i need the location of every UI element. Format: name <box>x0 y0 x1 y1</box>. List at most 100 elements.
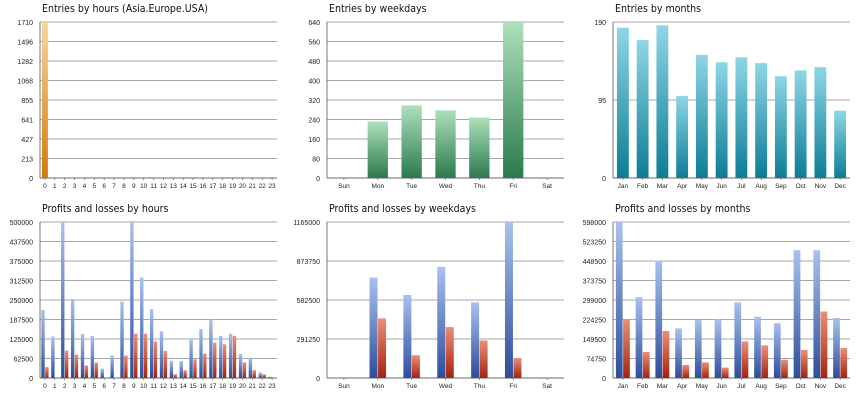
bar-red <box>513 357 522 378</box>
x-tick-label: Jul <box>737 183 746 190</box>
y-tick-label: 598000 <box>583 220 606 227</box>
chart-entries-by-weekdays: Entries by weekdays 0 80 160 240 320 400 480 56… <box>287 0 574 200</box>
x-tick-label: 12 <box>160 383 168 390</box>
x-tick-label: 19 <box>229 183 237 190</box>
x-tick-label: Mon <box>371 383 384 390</box>
bar-teal <box>695 54 708 179</box>
x-tick-label: 22 <box>259 183 267 190</box>
chart-plot: 0 291250 582500 873750 1165000 Sun Mon Tue Wed Th… <box>293 220 564 390</box>
bar-blue <box>140 277 144 378</box>
bar-red <box>662 331 670 378</box>
y-tick-label: 641 <box>21 118 33 125</box>
bar-red <box>479 340 488 378</box>
y-tick-label: 160 <box>308 137 320 144</box>
y-tick-label: 437500 <box>10 240 33 247</box>
bar-blue <box>228 333 233 378</box>
y-tick-label: 373750 <box>583 279 606 286</box>
y-tick-label: 523250 <box>583 240 606 247</box>
bar-green <box>503 22 524 178</box>
y-tick-label: 480 <box>308 59 320 66</box>
y-tick-label: 1282 <box>17 59 33 66</box>
x-tick-label: Sun <box>338 183 350 190</box>
y-tick-label: 448500 <box>583 259 606 266</box>
bar-blue <box>675 328 682 378</box>
x-tick-label: 1 <box>53 183 57 190</box>
chart-profits-losses-by-months: Profits and losses by months 0 74750 14950… <box>573 200 860 400</box>
y-tick-label: 0 <box>29 376 33 383</box>
y-tick-label: 240 <box>308 118 320 125</box>
x-tick-label: Wed <box>439 383 453 390</box>
bar-blue <box>268 376 272 378</box>
bar-red <box>134 333 138 378</box>
y-tick-label: 0 <box>316 376 320 383</box>
x-tick-label: Jan <box>618 183 629 190</box>
x-tick-label: 10 <box>140 183 148 190</box>
y-tick-label: 299000 <box>583 298 606 305</box>
bar-red <box>222 344 227 378</box>
bar-red <box>741 341 749 378</box>
y-tick-label: 400 <box>308 79 320 86</box>
y-tick-label: 855 <box>21 98 33 105</box>
chart-entries-by-hours: Entries by hours (Asia.Europe.USA) 0 213 4… <box>0 0 287 200</box>
x-tick-label: Oct <box>796 183 806 190</box>
y-tick-label: 427 <box>21 137 33 144</box>
bar-blue <box>773 323 781 378</box>
x-tick-label: 17 <box>209 183 217 190</box>
x-tick-label: Fri <box>509 383 517 390</box>
x-tick-label: 6 <box>102 383 106 390</box>
bar-red <box>84 365 89 378</box>
x-tick-label: 17 <box>209 383 217 390</box>
bar-blue <box>159 331 164 378</box>
bar-red <box>232 335 237 378</box>
bar-red <box>173 374 177 378</box>
bar-red <box>252 370 256 378</box>
x-tick-label: 13 <box>170 383 178 390</box>
bar-blue <box>219 335 223 378</box>
y-tick-label: 873750 <box>297 259 320 266</box>
bar-red <box>124 355 128 378</box>
x-tick-label: Oct <box>796 383 806 390</box>
y-tick-label: 80 <box>312 157 320 164</box>
x-tick-label: 0 <box>43 183 47 190</box>
bar-blue <box>793 250 801 378</box>
bar-blue <box>61 222 65 378</box>
x-tick-label: 20 <box>239 383 247 390</box>
x-tick-label: 7 <box>112 383 116 390</box>
x-tick-label: 11 <box>150 183 157 190</box>
bar-green <box>435 110 456 178</box>
x-tick-label: Tue <box>406 183 417 190</box>
bar-blue <box>403 294 412 378</box>
bar-blue <box>100 368 104 378</box>
bar-red <box>445 327 454 378</box>
y-tick-label: 149500 <box>583 337 606 344</box>
x-tick-label: Mon <box>371 183 384 190</box>
bar-green <box>469 117 490 178</box>
chart-title: Entries by weekdays <box>329 3 427 15</box>
x-tick-label: 6 <box>102 183 106 190</box>
x-tick-label: Sat <box>542 383 552 390</box>
y-tick-label: 312500 <box>10 279 33 286</box>
x-tick-label: 9 <box>132 383 136 390</box>
x-tick-label: Sun <box>338 383 350 390</box>
x-tick-label: Feb <box>637 183 649 190</box>
bar-red <box>94 362 98 378</box>
y-tick-label: 1496 <box>17 40 33 47</box>
x-tick-label: 22 <box>259 383 267 390</box>
y-tick-label: 190 <box>594 20 606 27</box>
bar-blue <box>248 357 253 378</box>
x-tick-label: Tue <box>406 383 417 390</box>
y-tick-label: 1068 <box>17 79 33 86</box>
x-tick-label: Fri <box>509 183 517 190</box>
chart-title: Entries by hours (Asia.Europe.USA) <box>42 3 208 15</box>
bar-blue <box>694 320 702 378</box>
bar-red <box>143 333 148 378</box>
y-tick-label: 0 <box>602 376 606 383</box>
bar-blue <box>120 301 124 378</box>
bar-red <box>213 342 217 378</box>
x-tick-label: 13 <box>170 183 178 190</box>
y-tick-label: 224250 <box>583 318 606 325</box>
bar-red <box>153 341 158 378</box>
chart-entries-by-months: Entries by months 0 95 190 Jan Feb Mar Apr May J… <box>573 0 860 200</box>
y-tick-label: 320 <box>308 98 320 105</box>
